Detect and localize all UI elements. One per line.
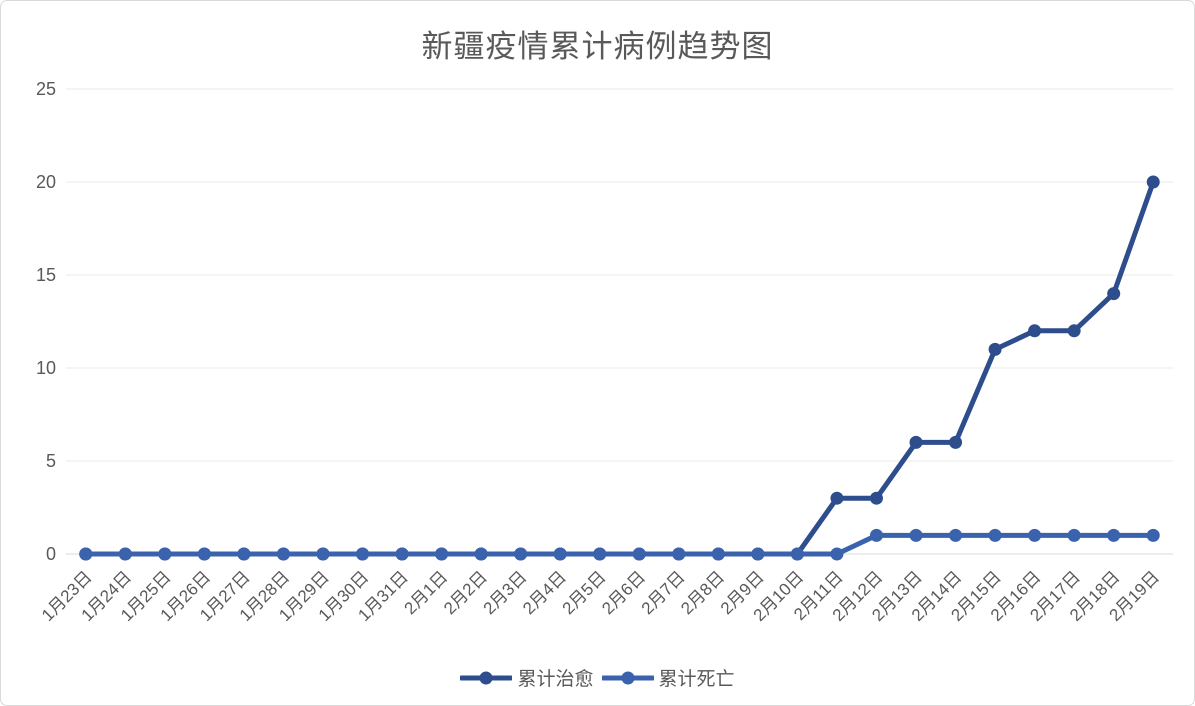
data-point [79,547,93,561]
series-line-1 [83,532,1156,557]
data-point [869,528,883,542]
legend-marker-cured-icon [460,671,513,684]
data-point [830,547,844,561]
chart-legend: 累计治愈 累计死亡 [1,664,1194,691]
y-axis-tick-label: 10 [36,358,56,378]
legend-marker-deaths-icon [601,671,654,684]
data-point [276,547,290,561]
data-point [909,528,923,542]
data-point [474,547,488,561]
data-point [593,547,607,561]
x-axis-tick-label: 2月7日 [638,567,689,618]
data-point [1146,175,1160,189]
data-point [1146,528,1160,542]
chart-title: 新疆疫情累计病例趋势图 [421,29,774,64]
x-axis-tick-label: 2月1日 [401,567,452,618]
data-point [553,547,567,561]
line-chart-plot: 05101520251月23日1月24日1月25日1月26日1月27日1月28日… [36,79,1173,625]
legend-item-cured: 累计治愈 [460,664,594,691]
data-point [672,547,686,561]
data-point [632,547,646,561]
x-axis-tick-label: 2月5日 [559,567,610,618]
legend-label-deaths: 累计死亡 [658,669,735,690]
data-point [514,547,528,561]
y-axis-tick-label: 5 [46,451,56,471]
data-point [158,547,172,561]
data-point [988,342,1002,356]
data-point [949,528,963,542]
x-axis-tick-label: 2月4日 [519,567,570,618]
data-point [197,547,211,561]
x-axis-tick-label: 2月8日 [677,567,728,618]
data-point [1028,528,1042,542]
data-point [869,491,883,505]
data-point [1067,324,1081,338]
data-point [1107,287,1121,301]
data-point [395,547,409,561]
data-point [237,547,251,561]
y-axis-tick-label: 20 [36,172,56,192]
x-axis-tick-label: 2月3日 [480,567,531,618]
y-axis-tick-label: 25 [36,79,56,99]
data-point [1067,528,1081,542]
x-axis-tick-label: 2月2日 [440,567,491,618]
x-axis-tick-label: 2月6日 [598,567,649,618]
data-point [316,547,330,561]
data-point [988,528,1002,542]
data-point [949,435,963,449]
data-point [356,547,370,561]
data-point [1107,528,1121,542]
data-point [830,491,844,505]
data-point [909,435,923,449]
legend-label-cured: 累计治愈 [517,669,594,690]
data-point [435,547,449,561]
data-point [1028,324,1042,338]
data-point [711,547,725,561]
data-point [751,547,765,561]
legend-item-deaths: 累计死亡 [601,664,735,691]
data-point [790,547,804,561]
y-axis-tick-label: 0 [46,544,56,564]
y-axis-tick-label: 15 [36,265,56,285]
data-point [118,547,132,561]
